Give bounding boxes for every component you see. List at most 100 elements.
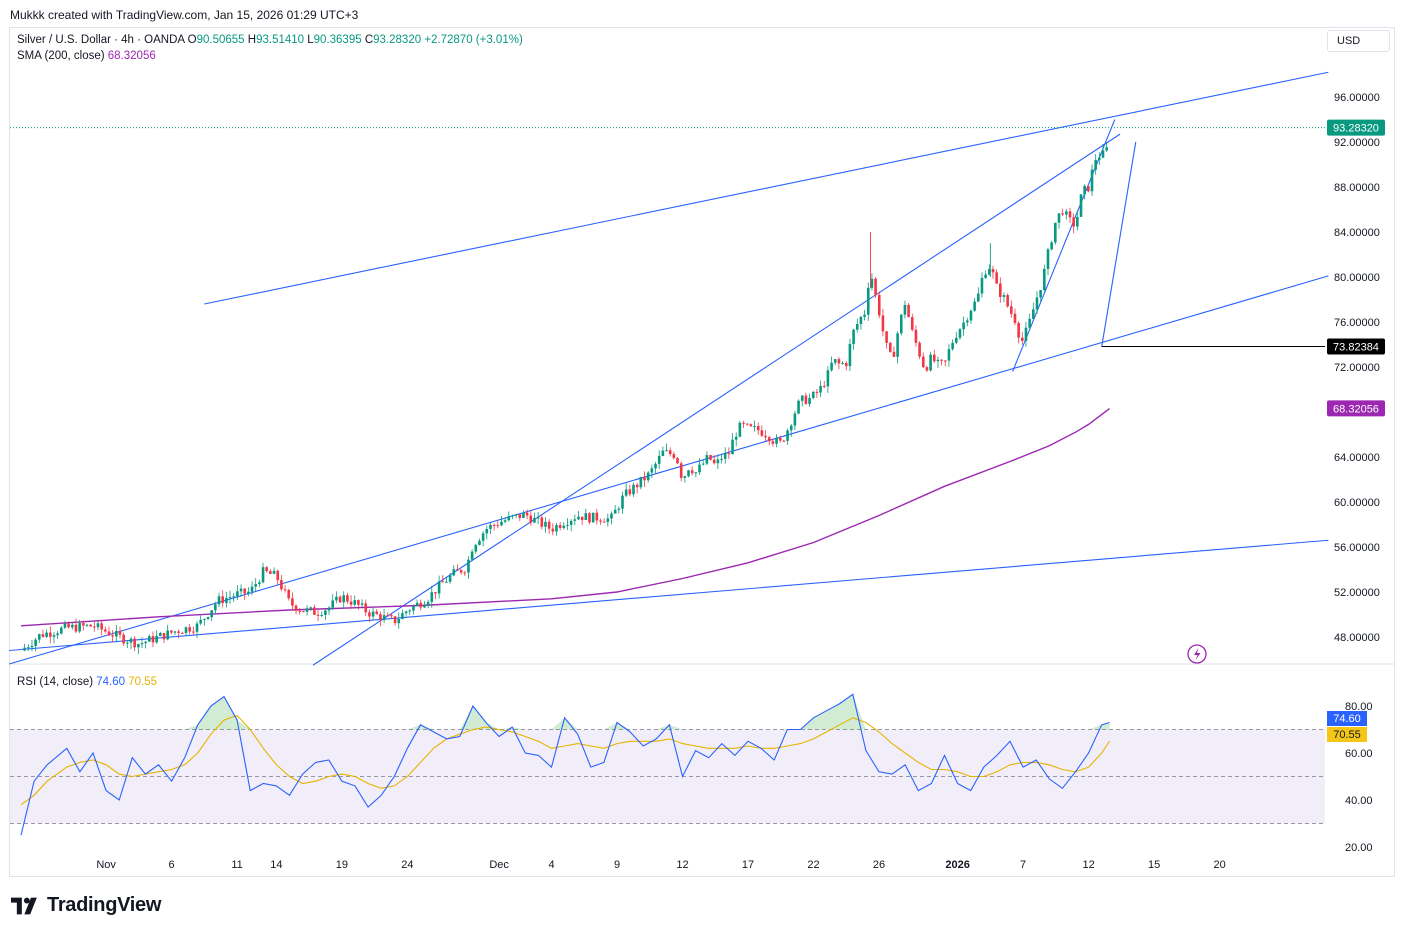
candle-body <box>826 370 830 387</box>
candle-body <box>643 476 646 481</box>
candle-body <box>478 540 481 545</box>
candle-body <box>48 632 52 637</box>
candle-body <box>731 439 734 455</box>
candle-body <box>815 391 819 393</box>
candle-body <box>1076 216 1079 227</box>
candle-body <box>507 516 511 521</box>
candle-body <box>518 514 522 518</box>
candle-body <box>599 520 602 522</box>
candle-body <box>844 363 848 367</box>
time-tick-label: 2026 <box>945 859 969 871</box>
candle-body <box>756 426 760 431</box>
candle-body <box>265 567 269 572</box>
candle-body <box>833 359 837 363</box>
candle-body <box>855 324 859 330</box>
candle-body <box>492 524 496 526</box>
rsi-line <box>20 693 1110 836</box>
candle-body <box>683 476 687 478</box>
rsi-overbought-fill <box>669 724 683 730</box>
time-tick-label: 17 <box>742 859 754 871</box>
candle-body <box>371 611 375 617</box>
lightning-icon[interactable] <box>1187 644 1207 664</box>
rsi-overbought-fill <box>551 717 565 730</box>
time-tick-label: 6 <box>169 859 175 871</box>
candle-body <box>914 329 918 343</box>
candle-body <box>679 463 683 478</box>
rsi-overbought-fill <box>224 696 238 730</box>
wedge-lower-line <box>1101 141 1137 347</box>
rsi-legend[interactable]: RSI (14, close) 74.60 70.55 <box>17 676 157 688</box>
candle-body <box>96 623 100 628</box>
candle-body <box>126 642 129 644</box>
candle-body <box>584 513 588 520</box>
candle-body <box>276 570 280 581</box>
tradingview-logo-icon <box>11 897 37 914</box>
candle-body <box>1105 147 1108 151</box>
rsi-overbought-fill <box>852 694 866 730</box>
candle-body <box>155 636 158 643</box>
candle-body <box>1006 295 1009 307</box>
rsi-tick-label: 80.00 <box>1345 701 1373 713</box>
candle-body <box>415 602 419 606</box>
candle-body <box>760 430 764 436</box>
candle-body <box>287 589 291 599</box>
candle-body <box>709 455 712 460</box>
candle-body <box>1017 322 1020 338</box>
candle-body <box>93 626 96 628</box>
candle-body <box>320 614 324 616</box>
high-value: 93.51410 <box>256 34 305 46</box>
rsi-ma-legend-value: 70.55 <box>128 676 158 688</box>
tradingview-brand: TradingView <box>47 894 162 916</box>
rsi-tick-label: 20.00 <box>1345 842 1373 854</box>
candle-body <box>225 597 228 604</box>
currency-button[interactable]: USD <box>1327 30 1390 52</box>
candle-body <box>1098 157 1101 160</box>
candle-body <box>727 453 731 455</box>
candle-body <box>254 584 258 587</box>
change-value: +2.72870 (+3.01%) <box>424 34 523 46</box>
candle-body <box>214 604 217 611</box>
candle-body <box>533 517 536 523</box>
sma-legend-value: 68.32056 <box>107 50 156 62</box>
candle-body <box>85 624 89 626</box>
candle-body <box>26 647 30 649</box>
candle-body <box>558 525 562 528</box>
candle-body <box>1057 213 1061 223</box>
candle-body <box>995 272 998 284</box>
candle-body <box>775 437 778 444</box>
candle-body <box>1035 297 1039 310</box>
candle-body <box>463 572 467 574</box>
candle-body <box>808 397 811 404</box>
candle-body <box>37 634 41 640</box>
candle-body <box>940 359 943 361</box>
candle-body <box>104 629 107 632</box>
candle-body <box>346 595 349 602</box>
candle-body <box>250 586 254 592</box>
candle-body <box>496 525 500 527</box>
candle-body <box>800 395 804 401</box>
price-tick-label: 92.00000 <box>1334 137 1380 149</box>
candle-body <box>1087 185 1090 192</box>
candle-body <box>841 363 844 365</box>
candle-body <box>837 359 841 364</box>
candle-body <box>140 643 144 645</box>
candle-body <box>206 617 210 619</box>
candle-body <box>646 472 650 481</box>
rsi-overbought-fill <box>564 717 578 730</box>
symbol-legend[interactable]: Silver / U.S. Dollar · 4h · OANDA O90.50… <box>17 34 523 46</box>
candle-body <box>59 627 63 634</box>
lightning-icon-bolt <box>1194 648 1201 660</box>
candle-body <box>918 342 921 357</box>
sma-legend[interactable]: SMA (200, close) 68.32056 <box>17 50 156 62</box>
candle-body <box>195 623 199 632</box>
candle-body <box>390 615 393 617</box>
support-price-label-bg <box>1327 338 1385 355</box>
candle-body <box>540 517 544 527</box>
candle-body <box>991 269 995 273</box>
candle-body <box>771 441 775 444</box>
candle-body <box>148 636 151 642</box>
candle-body <box>331 600 335 608</box>
candle-body <box>988 269 991 275</box>
candle-body <box>1083 185 1086 195</box>
